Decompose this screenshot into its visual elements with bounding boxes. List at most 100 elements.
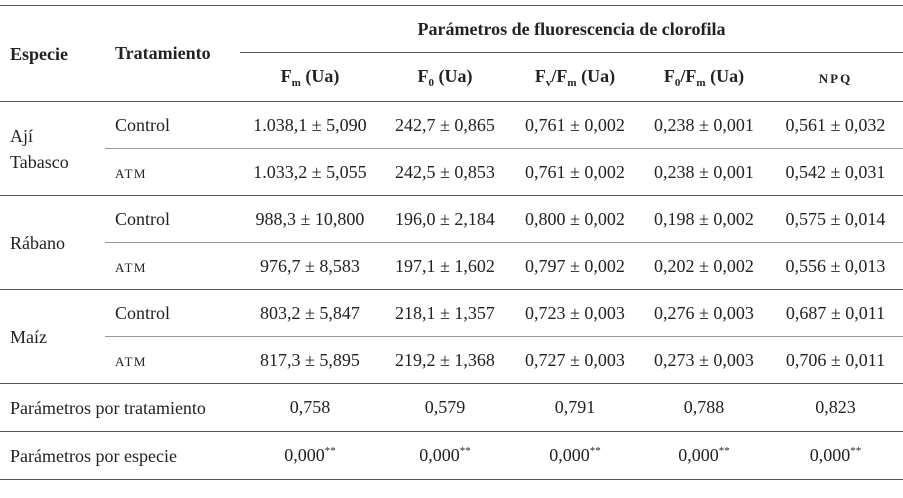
species-cell: Ají Tabasco [0, 101, 105, 196]
value: 0,000 [549, 445, 590, 465]
significance: ** [589, 445, 601, 457]
header-part: (Ua) [434, 65, 473, 86]
treatment: Control [115, 208, 171, 229]
value-cell: 197,1 ± 1,602 [380, 242, 510, 290]
value-cell: 0,238 ± 0,001 [640, 148, 768, 196]
header-part: 0 [428, 76, 435, 89]
value: 0,000 [284, 445, 325, 465]
footer-value: 0,823 [768, 383, 903, 432]
footer-value: 0,791 [510, 383, 640, 432]
header-part: F [417, 65, 429, 86]
value-cell: 0,561 ± 0,032 [768, 101, 903, 149]
column-header: F0 (Ua) [380, 52, 510, 102]
value-cell: 0,706 ± 0,011 [768, 336, 903, 384]
footer-value: 0,579 [380, 383, 510, 432]
data-row: Rábano Control 988,3 ± 10,800 196,0 ± 2,184… [0, 195, 903, 290]
value-cell: 0,723 ± 0,003 [510, 289, 640, 337]
value: 0,823 [815, 397, 856, 417]
footer-row: Parámetros por tratamiento 0,758 0,579 0,79… [0, 383, 903, 432]
value-cell: 817,3 ± 5,895 [240, 336, 380, 384]
value-cell: 0,575 ± 0,014 [768, 195, 903, 243]
value-cell: 242,7 ± 0,865 [380, 101, 510, 149]
treatment: ATM [115, 353, 147, 369]
value: 0,000 [419, 445, 460, 465]
footer-label: Parámetros por especie [0, 431, 240, 480]
treatment: Control [115, 114, 171, 135]
value-cell: 219,2 ± 1,368 [380, 336, 510, 384]
value-cell: 0,542 ± 0,031 [768, 148, 903, 196]
significance: ** [459, 445, 471, 457]
column-header: Fm (Ua) [240, 52, 380, 102]
value-cell: 1.033,2 ± 5,055 [240, 148, 380, 196]
significance: ** [850, 445, 862, 457]
column-header: F0/Fm (Ua) [640, 52, 768, 102]
data-row: ATM 976,7 ± 8,583 197,1 ± 1,602 0,797 ± 0,0… [0, 242, 903, 290]
value: 0,000 [678, 445, 719, 465]
species-header: Especie [0, 5, 105, 102]
footer-value: 0,758 [240, 383, 380, 432]
significance: ** [718, 445, 730, 457]
header-part: m [696, 76, 706, 89]
value-cell: 0,556 ± 0,013 [768, 242, 903, 290]
species-cell: Maíz [0, 289, 105, 384]
value-cell: 976,7 ± 8,583 [240, 242, 380, 290]
footer-label: Parámetros por tratamiento [0, 383, 240, 432]
value-cell: 803,2 ± 5,847 [240, 289, 380, 337]
value-cell: 988,3 ± 10,800 [240, 195, 380, 243]
footer-value: 0,000** [380, 431, 510, 480]
value-cell: 0,800 ± 0,002 [510, 195, 640, 243]
header-part: /F [551, 65, 568, 86]
column-header: NPQ [768, 52, 903, 102]
header-part: m [567, 76, 577, 89]
footer-value: 0,000** [240, 431, 380, 480]
results-table: Especie Tratamiento Parámetros de fluore… [0, 5, 903, 480]
species-cell: Rábano [0, 195, 105, 290]
value-cell: 218,1 ± 1,357 [380, 289, 510, 337]
treatment: ATM [115, 259, 147, 275]
header-part: 0 [674, 76, 681, 89]
header-part: v [545, 76, 552, 89]
header-part: F [663, 65, 675, 86]
value-cell: 0,797 ± 0,002 [510, 242, 640, 290]
value-cell: 0,761 ± 0,002 [510, 101, 640, 149]
header-part: (Ua) [705, 65, 745, 86]
value-cell: 0,238 ± 0,001 [640, 101, 768, 149]
header-part: F [534, 65, 546, 86]
value-cell: 1.038,1 ± 5,090 [240, 101, 380, 149]
species-line: Tabasco [10, 151, 69, 172]
footer-row: Parámetros por especie 0,000** 0,000** 0,00… [0, 431, 903, 480]
treatment-cell: ATM [105, 148, 240, 196]
data-row: Maíz Control 803,2 ± 5,847 218,1 ± 1,357 0,7… [0, 289, 903, 384]
footer-value: 0,000** [510, 431, 640, 480]
column-header: Fv/Fm (Ua) [510, 52, 640, 102]
treatment-cell: Control [105, 289, 240, 337]
value-cell: 0,202 ± 0,002 [640, 242, 768, 290]
treatment-header: Tratamiento [105, 5, 240, 102]
significance: ** [324, 445, 336, 457]
value: 0,579 [424, 397, 466, 417]
value-cell: 242,5 ± 0,853 [380, 148, 510, 196]
footer-value: 0,000** [768, 431, 903, 480]
value-cell: 196,0 ± 2,184 [380, 195, 510, 243]
value-cell: 0,727 ± 0,003 [510, 336, 640, 384]
value: 0,788 [683, 397, 725, 417]
value: 0,758 [289, 397, 331, 417]
species-line: Ají [10, 125, 34, 146]
value-cell: 0,276 ± 0,003 [640, 289, 768, 337]
value-cell: 0,198 ± 0,002 [640, 195, 768, 243]
value-cell: 0,273 ± 0,003 [640, 336, 768, 384]
data-row: ATM 817,3 ± 5,895 219,2 ± 1,368 0,727 ± 0,0… [0, 336, 903, 384]
value-cell: 0,687 ± 0,011 [768, 289, 903, 337]
header-part: /F [680, 65, 697, 86]
treatment: Control [115, 302, 171, 323]
data-row: ATM 1.033,2 ± 5,055 242,5 ± 0,853 0,761 ± 0… [0, 148, 903, 196]
header-part: (Ua) [300, 65, 340, 86]
species-line: Rábano [10, 232, 65, 253]
header-part: NPQ [818, 70, 853, 86]
footer-value: 0,000** [640, 431, 768, 480]
value-cell: 0,761 ± 0,002 [510, 148, 640, 196]
header-part: F [280, 65, 292, 86]
footer-value: 0,788 [640, 383, 768, 432]
treatment-cell: Control [105, 195, 240, 243]
data-row: Ají Tabasco Control 1.038,1 ± 5,090 242,7 ± … [0, 101, 903, 196]
